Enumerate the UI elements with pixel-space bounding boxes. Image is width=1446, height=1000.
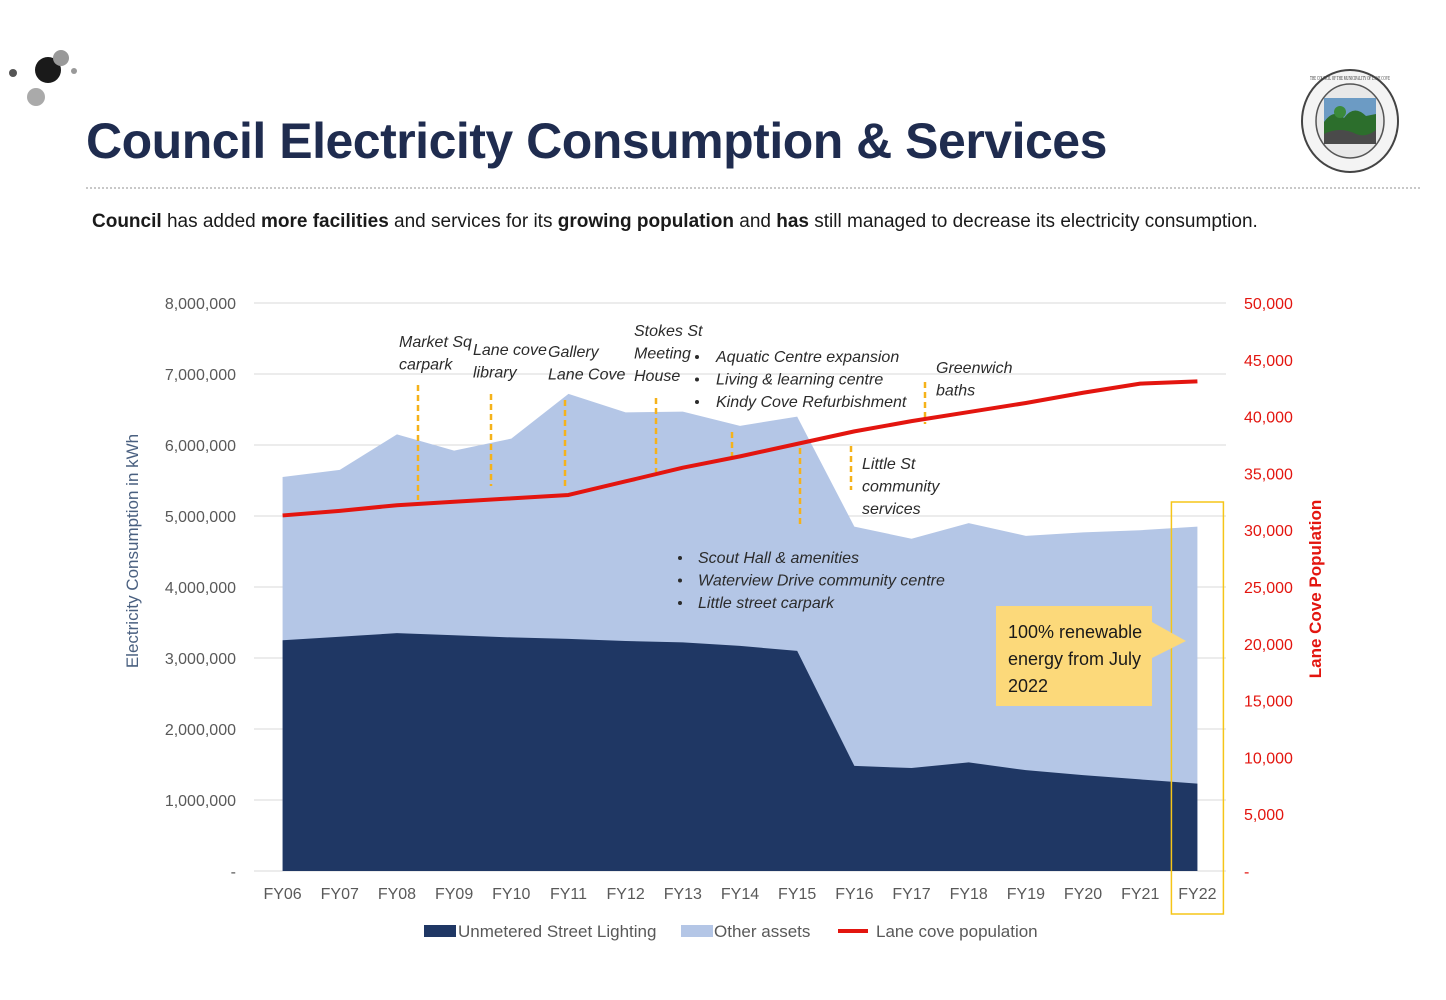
y2-axis-title: Lane Cove Population <box>1306 500 1325 679</box>
y2-tick-label: 15,000 <box>1244 694 1293 711</box>
annotation-label: Lane Cove <box>548 367 625 384</box>
y2-tick-label: 5,000 <box>1244 807 1284 824</box>
annotation-label: Little St <box>862 456 916 473</box>
population-line <box>282 379 1198 518</box>
y-axis-title: Electricity Consumption in kWh <box>123 434 142 668</box>
y2-tick-label: 30,000 <box>1244 523 1293 540</box>
annotation-label: Kindy Cove Refurbishment <box>716 394 907 411</box>
subtitle-part: and services for its <box>394 211 558 232</box>
y-tick-label: 2,000,000 <box>165 722 236 739</box>
y-tick-label: 6,000,000 <box>165 438 236 455</box>
x-tick-label: FY13 <box>664 886 702 903</box>
annotation-label: Lane cove <box>473 342 547 359</box>
x-tick-label: FY08 <box>378 886 416 903</box>
annotation-label: Market Sq <box>399 334 472 351</box>
y-tick-label: 1,000,000 <box>165 793 236 810</box>
legend-swatch-other-assets <box>681 925 713 937</box>
y-tick-label: - <box>231 864 236 881</box>
subtitle-part: has <box>776 211 815 232</box>
subtitle-part: growing population <box>557 211 740 232</box>
callout-text: 100% renewable <box>1008 622 1142 642</box>
legend-label-other-assets: Other assets <box>714 922 810 941</box>
annotation-bullet <box>695 377 699 382</box>
x-tick-label: FY18 <box>950 886 988 903</box>
y-tick-label: 5,000,000 <box>165 509 236 526</box>
annotation-bullet <box>678 601 682 605</box>
annotation-label: Waterview Drive community centre <box>698 573 945 590</box>
x-tick-label: FY16 <box>835 886 873 903</box>
annotation-label: library <box>473 365 518 382</box>
x-tick-label: FY15 <box>778 886 816 903</box>
annotation-label: services <box>862 501 921 518</box>
annotation-label: Greenwich <box>936 360 1013 377</box>
seal-text: THE COUNCIL OF THE MUNICIPALITY OF LANE … <box>1310 76 1390 82</box>
y-tick-label: 8,000,000 <box>165 296 236 313</box>
subtitle-part: still managed to decrease its electricit… <box>814 211 1258 232</box>
x-tick-label: FY07 <box>321 886 359 903</box>
annotation-bullet <box>695 355 699 359</box>
x-tick-label: FY12 <box>607 886 645 903</box>
annotation-label: Living & learning centre <box>716 372 883 389</box>
renewable-callout <box>996 606 1186 706</box>
subtitle-part: more facilities <box>260 211 395 232</box>
x-tick-label: FY21 <box>1121 886 1159 903</box>
y2-tick-label: 50,000 <box>1244 296 1293 313</box>
annotation-label: Little street carpark <box>698 595 835 612</box>
x-tick-label: FY22 <box>1178 886 1216 903</box>
y2-tick-label: 35,000 <box>1244 466 1293 483</box>
street-lighting-area <box>282 633 1198 871</box>
callout-text: 2022 <box>1008 676 1048 696</box>
lane-cove-council-seal-icon: THE COUNCIL OF THE MUNICIPALITY OF LANE … <box>1301 69 1399 173</box>
x-tick-label: FY17 <box>892 886 930 903</box>
annotation-label: baths <box>936 383 975 400</box>
y2-tick-label: 45,000 <box>1244 353 1293 370</box>
annotation-bullet <box>695 400 699 404</box>
annotation-label: Meeting <box>634 346 691 363</box>
x-tick-label: FY10 <box>492 886 530 903</box>
legend-label-population: Lane cove population <box>876 922 1038 941</box>
x-tick-label: FY19 <box>1007 886 1045 903</box>
annotation-label: Stokes St <box>634 323 703 340</box>
annotation-label: community <box>862 479 940 496</box>
y2-tick-label: 40,000 <box>1244 410 1293 427</box>
y-tick-label: 7,000,000 <box>165 367 236 384</box>
y2-tick-label: 25,000 <box>1244 580 1293 597</box>
subtitle-part: has added <box>166 211 261 232</box>
x-tick-label: FY14 <box>721 886 759 903</box>
callout-text: energy from July <box>1008 649 1141 669</box>
annotation-label: Scout Hall & amenities <box>698 550 859 567</box>
annotation-label: Aquatic Centre expansion <box>715 349 899 366</box>
x-tick-label: FY06 <box>263 886 301 903</box>
page-subtitle: Council has added more facilities and se… <box>92 211 1258 233</box>
y-tick-label: 4,000,000 <box>165 580 236 597</box>
subtitle-part: and <box>739 211 777 232</box>
annotation-label: carpark <box>399 357 453 374</box>
y2-tick-label: 10,000 <box>1244 750 1293 767</box>
decorative-dots-icon <box>9 50 77 106</box>
annotation-label: House <box>634 368 680 385</box>
annotation-bullet <box>678 556 682 560</box>
x-tick-label: FY11 <box>550 886 587 903</box>
legend-swatch-street-lighting <box>424 925 456 937</box>
y2-tick-label: - <box>1244 864 1249 881</box>
y-tick-label: 3,000,000 <box>165 651 236 668</box>
legend-label-street-lighting: Unmetered Street Lighting <box>458 922 656 941</box>
header-divider <box>86 187 1420 189</box>
annotation-bullet <box>678 578 682 583</box>
page-title: Council Electricity Consumption & Servic… <box>86 113 1107 169</box>
x-tick-label: FY09 <box>435 886 473 903</box>
subtitle-part: Council <box>92 211 167 232</box>
fy22-highlight-box <box>1170 501 1225 915</box>
y2-tick-label: 20,000 <box>1244 637 1293 654</box>
annotation-label: Gallery <box>548 344 600 361</box>
x-tick-label: FY20 <box>1064 886 1102 903</box>
